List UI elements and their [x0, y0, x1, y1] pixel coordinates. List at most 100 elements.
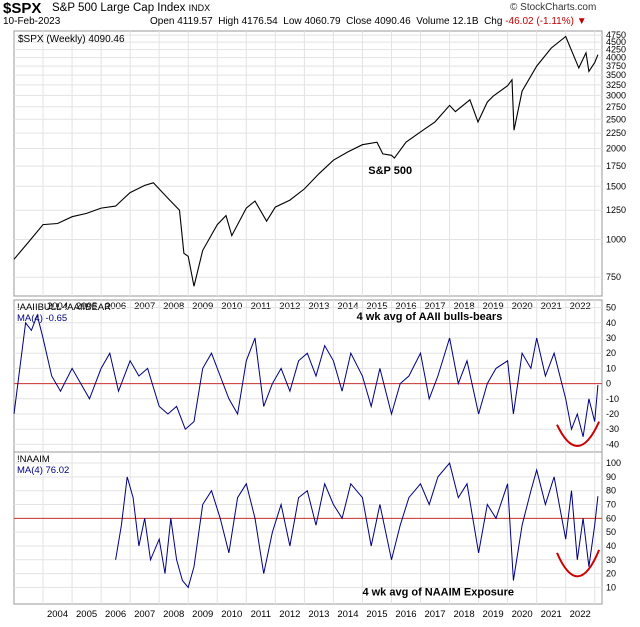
y-tick-label: -40 [606, 439, 619, 449]
x-tick-label: 2005 [76, 609, 97, 620]
aaii-legend-ma: MA(4) -0.65 [17, 313, 67, 324]
x-tick-label: 2006 [105, 609, 126, 620]
y-tick-label: 50 [606, 527, 616, 537]
x-tick-label: 2010 [221, 301, 242, 312]
price-panel-frame [13, 30, 603, 297]
quote-date: 10-Feb-2023 [3, 16, 61, 27]
low-value: 4060.79 [304, 16, 341, 27]
close-label: Close [346, 16, 372, 27]
y-tick-label: 3000 [606, 90, 626, 100]
x-tick-label: 2021 [541, 609, 562, 620]
x-tick-label: 2009 [192, 609, 213, 620]
price-panel-x-axis: 2004 2005 2006 2007 2008 2009 2010 2011 2012 2013… [47, 301, 591, 312]
x-tick-label: 2007 [134, 301, 155, 312]
naaim-series-line [115, 462, 599, 589]
aaii-panel: 50 40 30 2010 0 -10 -20 -30 -40 !AAIIBULL-!AAIIB… [13, 299, 619, 453]
y-tick-label: 40 [606, 541, 616, 551]
y-tick-label: 4750 [606, 30, 626, 40]
y-tick-label: 2500 [606, 114, 626, 124]
y-tick-label: 1500 [606, 181, 626, 191]
y-tick-label: 80 [606, 486, 616, 496]
aaii-annotation-text: 4 wk avg of AAII bulls-bears [357, 311, 503, 323]
y-tick-label: 1000 [606, 234, 626, 244]
y-tick-label: 50 [606, 303, 616, 313]
y-tick-label: 2000 [606, 144, 626, 154]
exchange-label: INDX [188, 3, 211, 13]
naaim-legend-symbol: !NAAIM [17, 454, 50, 465]
volume-label: Volume [416, 16, 450, 27]
y-tick-label: 100 [606, 458, 621, 468]
x-tick-label: 2004 [47, 609, 68, 620]
open-value: 4119.57 [177, 16, 213, 27]
aaii-annotation-arc [556, 421, 601, 447]
x-tick-label: 2020 [512, 301, 533, 312]
x-tick-label: 2009 [192, 301, 213, 312]
x-tick-label: 2011 [251, 301, 271, 312]
aaii-legend-symbol: !AAIIBULL-!AAIIBEAR [17, 302, 111, 313]
naaim-panel-frame [13, 451, 603, 605]
high-label: High [218, 16, 239, 27]
y-tick-label: 4250 [606, 45, 626, 55]
x-tick-label: 2015 [366, 609, 387, 620]
aaii-panel-grid [14, 300, 602, 452]
y-tick-label: 2750 [606, 102, 626, 112]
y-tick-label: 0 [606, 379, 611, 389]
y-tick-label: 4500 [606, 37, 626, 47]
stockcharts-credit[interactable]: © StockCharts.com [510, 2, 597, 13]
x-tick-label: 2012 [279, 609, 300, 620]
security-name-text: S&P 500 Large Cap Index [52, 2, 186, 14]
x-tick-label: 2018 [454, 609, 475, 620]
x-tick-label: 2005 [76, 301, 97, 312]
y-tick-label: -30 [606, 424, 619, 434]
x-tick-label: 2022 [570, 301, 591, 312]
price-panel-grid [14, 31, 602, 296]
change-value: -46.02 (-1.11%) [505, 16, 574, 27]
security-name: S&P 500 Large Cap Index INDX [52, 2, 210, 14]
x-tick-label: 2015 [366, 301, 387, 312]
x-tick-label: 2022 [570, 609, 591, 620]
y-tick-label: 1250 [606, 205, 626, 215]
open-label: Open [150, 16, 175, 27]
x-tick-label: 2011 [251, 609, 271, 620]
x-tick-label: 2008 [163, 609, 184, 620]
y-tick-label: 70 [606, 500, 616, 510]
naaim-annotation-text: 4 wk avg of NAAIM Exposure [362, 587, 514, 599]
x-tick-label: 2013 [308, 301, 329, 312]
y-tick-label: 1750 [606, 161, 626, 171]
y-tick-label: 10 [606, 582, 616, 592]
y-tick-label: -10 [606, 394, 619, 404]
x-tick-label: 2021 [541, 301, 562, 312]
x-tick-label: 2008 [163, 301, 184, 312]
y-tick-label: 20 [606, 569, 616, 579]
close-value: 4090.46 [374, 16, 411, 27]
y-tick-label: 3500 [606, 70, 626, 80]
x-tick-label: 2010 [221, 609, 242, 620]
y-tick-label: 3250 [606, 80, 626, 90]
x-tick-label: 2017 [424, 609, 445, 620]
y-tick-label: 2250 [606, 128, 626, 138]
y-tick-label: 90 [606, 472, 616, 482]
y-tick-label: 4000 [606, 53, 626, 63]
y-tick-label: -20 [606, 409, 619, 419]
y-tick-label: 750 [606, 272, 621, 282]
y-tick-label: 40 [606, 318, 616, 328]
naaim-legend-ma: MA(4) 76.02 [17, 465, 69, 476]
quote-bar: Open 4119.57 High 4176.54 Low 4060.79 Cl… [150, 16, 587, 27]
change-label: Chg [484, 16, 503, 27]
aaii-panel-y-ticks: 50 40 30 20 10 0 -10 -20 -30 -40 [606, 303, 619, 450]
x-tick-label: 2014 [337, 609, 358, 620]
y-tick-label: 30 [606, 555, 616, 565]
y-tick-label: 60 [606, 513, 616, 523]
ticker-symbol: $SPX [3, 0, 42, 17]
x-tick-label: 2016 [395, 301, 416, 312]
low-label: Low [283, 16, 302, 27]
x-tick-label: 2014 [337, 301, 358, 312]
y-tick-label: 30 [606, 333, 616, 343]
y-tick-label: 20 [606, 348, 616, 358]
naaim-annotation-arc [556, 549, 601, 578]
y-tick-label: 3750 [606, 61, 626, 71]
